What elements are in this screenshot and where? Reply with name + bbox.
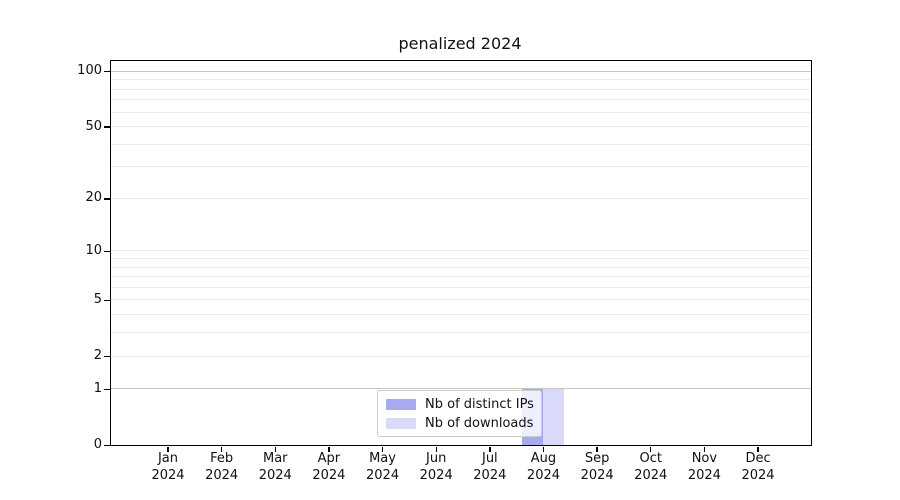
emphasized-gridline — [111, 388, 811, 390]
y-axis-tick — [104, 444, 110, 447]
y-tick-label: 0 — [93, 437, 102, 452]
x-tick-label: Jul 2024 — [473, 451, 507, 483]
minor-gridline — [111, 143, 811, 145]
bar-downloads — [542, 388, 565, 445]
y-tick-label: 10 — [85, 242, 102, 258]
x-tick-label: Mar 2024 — [258, 451, 292, 483]
minor-gridline — [111, 197, 811, 199]
x-axis-tick — [703, 447, 706, 452]
x-tick-label: Jun 2024 — [419, 451, 453, 483]
x-axis-tick — [542, 447, 545, 452]
x-tick-label: Apr 2024 — [312, 451, 346, 483]
x-tick-label: Oct 2024 — [634, 451, 668, 483]
x-tick-label: Jan 2024 — [151, 451, 185, 483]
x-tick-label: Nov 2024 — [687, 451, 721, 483]
y-axis-tick — [104, 299, 110, 302]
minor-gridline — [111, 332, 811, 334]
x-axis-tick — [381, 447, 384, 452]
x-axis-tick — [489, 447, 491, 452]
x-axis-tick — [274, 447, 276, 452]
minor-gridline — [111, 166, 811, 168]
minor-gridline — [111, 126, 811, 128]
minor-gridline — [111, 111, 811, 113]
legend-item-distinct-ips: Nb of distinct IPs — [378, 395, 541, 414]
minor-gridline — [111, 257, 811, 259]
y-tick-label: 20 — [85, 190, 102, 206]
legend-swatch-downloads — [386, 418, 416, 429]
y-tick-label: 5 — [93, 291, 102, 307]
x-axis-tick — [167, 447, 169, 452]
y-axis-tick — [104, 70, 110, 73]
plot-area — [110, 60, 812, 446]
legend-label-downloads: Nb of downloads — [425, 416, 534, 431]
x-tick-label: May 2024 — [366, 451, 400, 483]
minor-gridline — [111, 79, 811, 81]
x-axis-tick — [435, 447, 437, 452]
x-axis-tick — [757, 447, 759, 452]
legend-swatch-distinct-ips — [386, 399, 416, 410]
x-axis-tick — [596, 447, 598, 452]
y-tick-label: 1 — [93, 380, 102, 396]
y-axis-tick — [104, 198, 110, 200]
minor-gridline — [111, 88, 811, 90]
x-axis-tick — [220, 447, 223, 452]
y-axis-tick — [104, 250, 110, 252]
minor-gridline — [111, 99, 811, 101]
y-axis-tick — [104, 355, 110, 358]
y-axis-tick — [104, 126, 110, 128]
x-tick-label: Feb 2024 — [205, 451, 239, 483]
legend-item-downloads: Nb of downloads — [378, 414, 541, 433]
x-axis-tick — [328, 447, 330, 452]
x-tick-label: Dec 2024 — [741, 451, 775, 483]
emphasized-gridline — [111, 70, 811, 72]
x-tick-label: Sep 2024 — [580, 451, 614, 483]
y-tick-label: 50 — [85, 118, 102, 134]
y-tick-label: 100 — [77, 63, 102, 79]
minor-gridline — [111, 250, 811, 252]
legend-label-distinct-ips: Nb of distinct IPs — [425, 397, 534, 412]
minor-gridline — [111, 276, 811, 278]
minor-gridline — [111, 314, 811, 316]
minor-gridline — [111, 266, 811, 268]
y-axis-tick — [104, 388, 110, 391]
minor-gridline — [111, 355, 811, 357]
legend: Nb of distinct IPs Nb of downloads — [377, 390, 542, 437]
chart-title: penalized 2024 — [398, 34, 522, 53]
x-tick-label: Aug 2024 — [526, 451, 561, 483]
minor-gridline — [111, 286, 811, 288]
minor-gridline — [111, 299, 811, 301]
y-tick-label: 2 — [93, 348, 102, 363]
x-axis-tick — [650, 447, 652, 452]
